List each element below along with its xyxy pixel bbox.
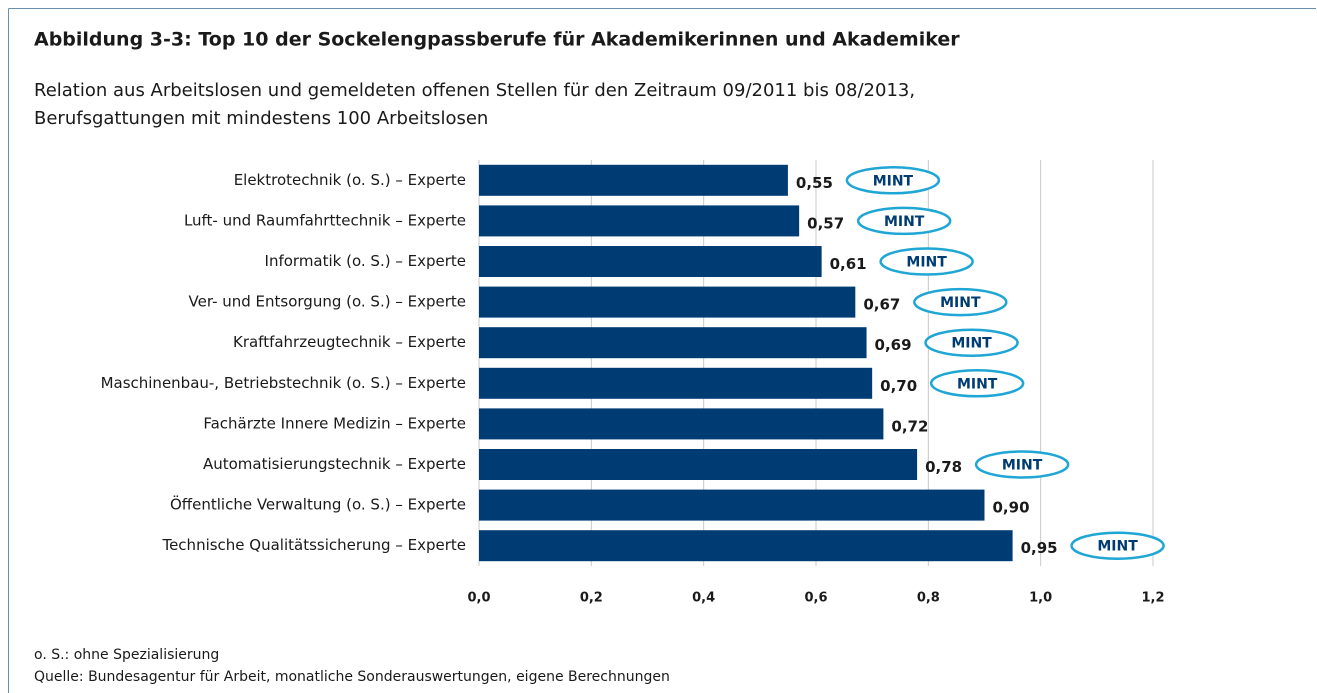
source: Quelle: Bundesagentur für Arbeit, monatl…: [34, 669, 670, 685]
annotation-label: MINT: [1097, 539, 1138, 555]
annotation-label: MINT: [957, 376, 998, 392]
annotation-label: MINT: [940, 295, 981, 311]
category-label: Ver- und Entsorgung (o. S.) – Experte: [189, 293, 466, 311]
x-tick-label: 0,0: [467, 591, 490, 606]
category-label: Öffentliche Verwaltung (o. S.) – Experte: [170, 495, 466, 514]
bar: [479, 246, 822, 277]
bar: [479, 164, 788, 196]
category-label: Fachärzte Innere Medizin – Experte: [203, 414, 466, 432]
bar: [479, 489, 985, 521]
note: o. S.: ohne Spezialisierung: [34, 647, 219, 663]
category-label: Kraftfahrzeugtechnik – Experte: [233, 333, 466, 351]
x-tick-label: 1,0: [1029, 591, 1052, 606]
category-label: Automatisierungstechnik – Experte: [203, 455, 466, 473]
category-label: Luft- und Raumfahrttechnik – Experte: [184, 211, 466, 229]
value-label: 0,90: [993, 499, 1030, 517]
x-tick-label: 0,2: [580, 591, 603, 606]
value-label: 0,70: [880, 377, 917, 395]
category-label: Elektrotechnik (o. S.) – Experte: [234, 171, 466, 189]
annotation-label: MINT: [884, 214, 925, 230]
subtitle: Berufsgattungen mit mindestens 100 Arbei…: [34, 108, 488, 129]
value-label: 0,78: [925, 458, 962, 476]
annotation-label: MINT: [906, 255, 947, 271]
x-tick-label: 0,4: [692, 591, 715, 606]
annotation-badge: [924, 328, 1019, 357]
value-label: 0,57: [807, 214, 844, 232]
annotation-badge: [845, 166, 941, 195]
annotation-badge: [913, 287, 1008, 317]
annotation-badge: [856, 206, 952, 236]
subtitle: Relation aus Arbeitslosen und gemeldeten…: [34, 80, 915, 101]
x-tick-label: 0,8: [917, 591, 940, 606]
bar: [479, 286, 856, 318]
chart-title: Abbildung 3-3: Top 10 der Sockelengpassb…: [34, 29, 960, 51]
annotation-label: MINT: [873, 173, 914, 189]
bar: [479, 367, 873, 399]
value-label: 0,67: [863, 296, 900, 314]
bar: [479, 327, 867, 359]
category-label: Technische Qualitätssicherung – Experte: [161, 536, 466, 554]
category-label: Informatik (o. S.) – Experte: [265, 252, 466, 270]
value-label: 0,69: [875, 336, 912, 354]
value-label: 0,95: [1021, 539, 1058, 557]
annotation-badge: [974, 450, 1070, 479]
bar: [479, 530, 1013, 562]
x-tick-label: 0,6: [804, 591, 827, 606]
annotation-badge: [1070, 531, 1165, 560]
category-label: Maschinenbau-, Betriebstechnik (o. S.) –…: [101, 374, 466, 392]
bar: [479, 408, 884, 440]
value-label: 0,55: [796, 174, 833, 192]
x-tick-label: 1,2: [1141, 591, 1164, 606]
annotation-label: MINT: [951, 336, 992, 352]
value-label: 0,61: [830, 255, 867, 273]
bar: [479, 449, 918, 480]
value-label: 0,72: [891, 417, 928, 435]
annotation-badge: [929, 369, 1025, 398]
bar: [479, 205, 800, 237]
annotation-label: MINT: [1002, 458, 1043, 474]
annotation-badge: [879, 247, 974, 276]
